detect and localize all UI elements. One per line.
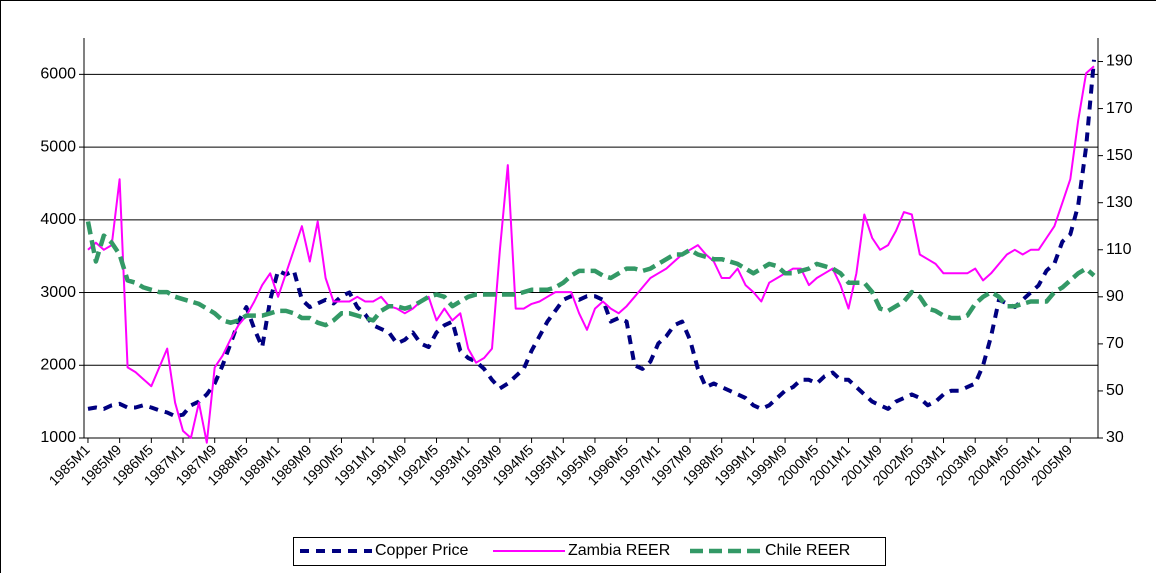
y2-tick-label: 30: [1106, 429, 1124, 446]
y2-tick-label: 190: [1106, 53, 1133, 70]
legend-label: Copper Price: [375, 542, 468, 559]
y-tick-label: 6000: [40, 66, 76, 83]
y-tick-label: 2000: [40, 356, 76, 373]
y-tick-label: 5000: [40, 138, 76, 155]
y2-tick-label: 70: [1106, 335, 1124, 352]
legend-label: Chile REER: [765, 542, 850, 559]
y-tick-label: 3000: [40, 284, 76, 301]
legend-label: Zambia REER: [568, 542, 670, 559]
y2-tick-label: 150: [1106, 147, 1133, 164]
y-tick-label: 1000: [40, 429, 76, 446]
y2-tick-label: 50: [1106, 382, 1124, 399]
y2-tick-label: 130: [1106, 194, 1133, 211]
y2-tick-label: 170: [1106, 100, 1133, 117]
y-tick-label: 4000: [40, 211, 76, 228]
y2-tick-label: 90: [1106, 288, 1124, 305]
y2-tick-label: 110: [1106, 241, 1132, 258]
legend: Copper Price Zambia REER Chile REER: [294, 538, 886, 566]
